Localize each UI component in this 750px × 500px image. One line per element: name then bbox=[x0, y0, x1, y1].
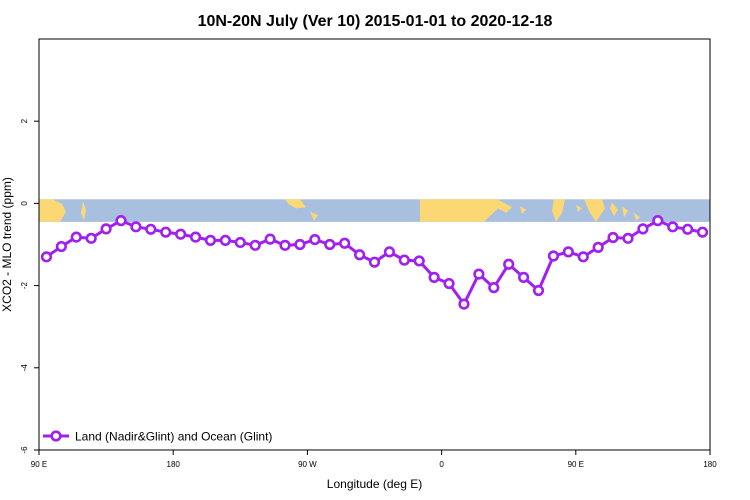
data-point bbox=[488, 282, 500, 294]
land-shape bbox=[634, 212, 640, 221]
data-point bbox=[234, 236, 246, 249]
data-point bbox=[622, 232, 634, 244]
y-tick-label: 0 bbox=[20, 201, 29, 206]
data-point bbox=[264, 233, 276, 245]
x-axis: 90 E 180 90 W 0 90 E 180 bbox=[31, 450, 717, 469]
data-point bbox=[55, 240, 67, 253]
data-point bbox=[428, 271, 440, 283]
data-point bbox=[249, 239, 261, 251]
data-point bbox=[70, 231, 82, 243]
data-point bbox=[562, 246, 574, 258]
x-tick-label: 180 bbox=[167, 460, 181, 469]
y-tick-label: -4 bbox=[20, 364, 29, 372]
land-shape bbox=[81, 201, 86, 221]
data-point bbox=[398, 254, 410, 266]
data-point bbox=[473, 268, 485, 280]
map-band bbox=[39, 199, 710, 222]
x-tick-label: 90 E bbox=[568, 460, 584, 469]
data-point bbox=[577, 251, 589, 263]
data-point bbox=[145, 223, 157, 235]
data-point bbox=[518, 271, 530, 283]
data-point bbox=[160, 226, 172, 238]
data-point bbox=[682, 223, 694, 235]
y-axis: -6 -4 -2 0 2 bbox=[20, 118, 39, 454]
legend-label: Land (Nadir&Glint) and Ocean (Glint) bbox=[75, 430, 272, 444]
data-point bbox=[40, 251, 53, 263]
legend-marker bbox=[50, 430, 62, 442]
data-point bbox=[130, 221, 142, 233]
data-point bbox=[204, 234, 217, 246]
y-tick-label: -6 bbox=[20, 446, 29, 454]
data-point bbox=[696, 226, 709, 238]
land-shape bbox=[39, 199, 66, 222]
data-point bbox=[189, 231, 202, 243]
data-point bbox=[413, 255, 425, 267]
land-shape bbox=[520, 206, 526, 214]
data-point bbox=[383, 246, 396, 258]
legend: Land (Nadir&Glint) and Ocean (Glint) bbox=[43, 430, 272, 444]
data-point bbox=[309, 233, 321, 246]
x-axis-label: Longitude (deg E) bbox=[327, 477, 422, 491]
plot-frame bbox=[38, 38, 711, 451]
data-point bbox=[667, 221, 679, 233]
data-point bbox=[652, 215, 664, 227]
data-point bbox=[443, 277, 455, 290]
data-point bbox=[458, 298, 470, 310]
data-point bbox=[175, 228, 187, 240]
data-point bbox=[353, 249, 366, 261]
data-point bbox=[532, 284, 545, 297]
land-shape bbox=[622, 206, 628, 218]
land-shape bbox=[552, 199, 565, 222]
x-tick-label: 0 bbox=[439, 460, 444, 469]
data-point bbox=[85, 232, 97, 244]
chart-title: 10N-20N July (Ver 10) 2015-01-01 to 2020… bbox=[198, 13, 553, 30]
data-point bbox=[219, 234, 231, 246]
data-point bbox=[115, 215, 127, 227]
x-tick-label: 90 E bbox=[31, 460, 47, 469]
series-layer bbox=[40, 215, 709, 310]
land-shape bbox=[420, 199, 512, 222]
y-tick-label: -2 bbox=[20, 281, 29, 289]
data-point bbox=[607, 231, 619, 244]
data-point bbox=[100, 223, 112, 235]
x-tick-label: 180 bbox=[703, 460, 717, 469]
land-shape bbox=[584, 199, 605, 222]
data-point bbox=[339, 237, 351, 249]
land-shape bbox=[285, 199, 306, 209]
data-point bbox=[503, 258, 515, 270]
data-point bbox=[324, 238, 336, 251]
data-point bbox=[294, 238, 306, 251]
data-point bbox=[592, 241, 604, 253]
y-tick-label: 2 bbox=[20, 118, 29, 123]
data-point bbox=[637, 223, 649, 235]
y-axis-label: XCO2 - MLO trend (ppm) bbox=[0, 177, 14, 312]
data-point bbox=[368, 256, 381, 268]
land-shape bbox=[610, 202, 618, 217]
data-point bbox=[279, 239, 291, 251]
x-tick-label: 90 W bbox=[298, 460, 317, 469]
data-point bbox=[547, 250, 560, 262]
land-shape bbox=[310, 211, 318, 221]
ocean-band bbox=[39, 199, 710, 222]
land-shape bbox=[576, 204, 582, 212]
